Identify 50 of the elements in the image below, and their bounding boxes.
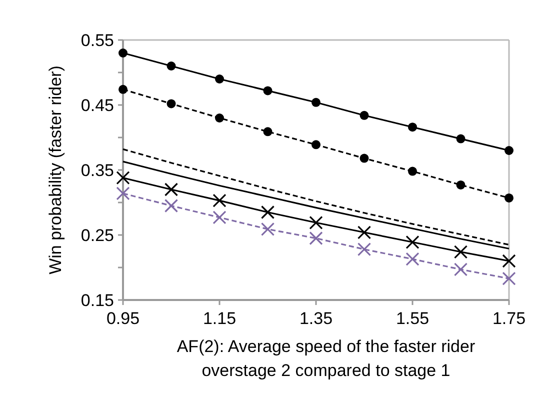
x-tick-label: 1.15 — [202, 309, 236, 328]
y-tick-label: 0.45 — [80, 96, 114, 115]
point — [263, 86, 272, 96]
y-tick-label: 0.35 — [80, 160, 114, 180]
point — [408, 122, 417, 132]
x-tick-label: 0.95 — [106, 309, 140, 328]
x-axis-title: AF(2): Average speed of the faster rider overstage 2 compared to stage 1 — [176, 337, 476, 380]
point — [212, 194, 226, 208]
point — [164, 182, 178, 196]
point — [260, 205, 275, 220]
point — [456, 180, 466, 190]
point — [260, 222, 275, 236]
point — [215, 114, 224, 122]
point — [454, 245, 468, 259]
point — [309, 216, 323, 230]
point — [118, 84, 128, 94]
point — [357, 242, 372, 256]
point — [408, 166, 417, 176]
point — [504, 146, 514, 155]
line-series — [122, 160, 510, 250]
point — [166, 62, 176, 70]
point — [212, 210, 226, 224]
y-tick-label: 0.15 — [80, 290, 114, 310]
point — [118, 48, 128, 58]
point — [312, 98, 320, 107]
y-axis-title: Win probability (faster rider) — [46, 66, 65, 274]
point — [164, 198, 178, 213]
y-tick-label: 0.55 — [80, 30, 114, 50]
point — [502, 254, 516, 268]
point — [456, 134, 466, 144]
point — [166, 99, 176, 108]
point — [406, 252, 420, 266]
point — [504, 193, 514, 202]
point — [215, 74, 224, 84]
point — [309, 231, 323, 246]
point — [406, 235, 420, 249]
x-tick-label: 1.55 — [396, 309, 430, 328]
point — [502, 272, 516, 286]
point — [357, 226, 372, 240]
line-series — [122, 148, 510, 246]
point — [116, 171, 130, 185]
point — [454, 262, 468, 276]
x-tick-label: 1.75 — [492, 309, 526, 328]
point — [263, 127, 272, 136]
point — [360, 154, 369, 163]
x-tick-label: 1.35 — [299, 309, 333, 328]
point — [116, 186, 130, 200]
y-tick-label: 0.25 — [80, 226, 114, 245]
point — [312, 140, 320, 150]
point — [360, 110, 369, 120]
